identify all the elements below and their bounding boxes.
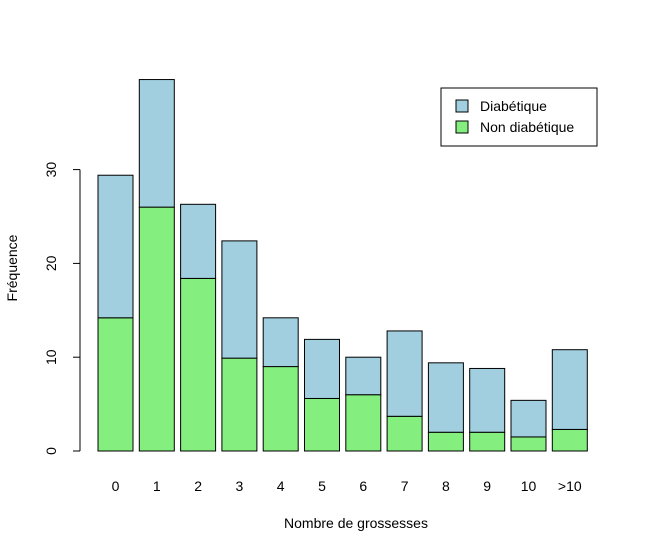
x-tick-label-3: 3 — [236, 478, 244, 494]
bar-non-diabetique-10 — [510, 436, 547, 452]
bar-non-diabetique-4 — [262, 366, 299, 452]
bar-diabetique-9 — [469, 367, 506, 433]
y-axis: 0 10 20 30 — [43, 162, 81, 455]
bar-non-diabetique-9 — [469, 431, 506, 452]
bar-diabetique-10 — [510, 399, 547, 438]
x-tick-label-10: 10 — [521, 478, 537, 494]
x-tick-label-4: 4 — [277, 478, 285, 494]
y-tick-label-20: 20 — [43, 255, 59, 271]
bars-layer — [97, 79, 588, 452]
legend-swatch-non-diabetique — [455, 120, 469, 134]
bar-diabetique-3 — [221, 240, 258, 359]
x-tick-labels: 0 1 2 3 4 5 6 7 8 9 10 >10 — [112, 478, 582, 494]
bar-non-diabetique-7 — [386, 415, 423, 452]
bar-diabetique-0 — [97, 174, 134, 319]
legend: Diabétique Non diabétique — [440, 87, 598, 147]
bar-diabetique-8 — [427, 362, 464, 433]
bar-non-diabetique-5 — [304, 397, 340, 452]
bar-non-diabetique-11 — [551, 428, 588, 452]
bar-non-diabetique-8 — [427, 431, 464, 452]
bar-diabetique-7 — [386, 330, 423, 417]
bar-diabetique-1 — [138, 79, 175, 208]
x-tick-label-8: 8 — [442, 478, 450, 494]
x-tick-label-11: >10 — [558, 478, 582, 494]
legend-label-non-diabetique: Non diabétique — [480, 119, 574, 135]
x-tick-label-1: 1 — [153, 478, 161, 494]
x-axis-label: Nombre de grossesses — [284, 515, 428, 531]
bar-non-diabetique-2 — [180, 277, 217, 452]
y-axis-label: Fréquence — [4, 234, 20, 301]
bar-diabetique-2 — [180, 203, 217, 279]
x-tick-label-5: 5 — [318, 478, 326, 494]
bar-diabetique-4 — [262, 317, 299, 368]
bar-diabetique-11 — [551, 349, 588, 430]
bar-non-diabetique-0 — [97, 317, 134, 452]
bar-non-diabetique-1 — [138, 206, 175, 452]
bar-diabetique-5 — [304, 338, 340, 399]
bar-non-diabetique-6 — [345, 394, 382, 452]
x-tick-label-7: 7 — [401, 478, 409, 494]
x-tick-label-9: 9 — [483, 478, 491, 494]
legend-label-diabetique: Diabétique — [480, 98, 547, 114]
y-tick-label-0: 0 — [43, 447, 59, 455]
legend-box — [440, 87, 598, 147]
x-tick-label-6: 6 — [359, 478, 367, 494]
x-tick-label-2: 2 — [194, 478, 202, 494]
bar-diabetique-6 — [345, 356, 382, 396]
legend-swatch-diabetique — [455, 99, 469, 113]
x-tick-label-0: 0 — [112, 478, 120, 494]
bar-non-diabetique-3 — [221, 357, 258, 452]
y-tick-label-30: 30 — [43, 162, 59, 178]
y-tick-label-10: 10 — [43, 349, 59, 365]
